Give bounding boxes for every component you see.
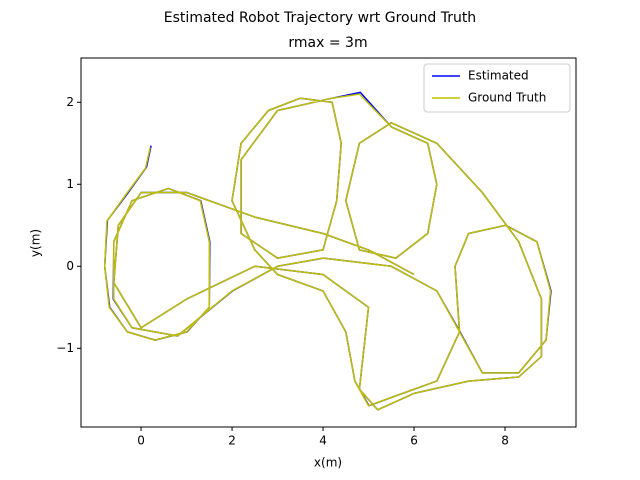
legend-box [423,63,571,113]
chart-title: Estimated Robot Trajectory wrt Ground Tr… [164,10,476,26]
legend-label: Ground Truth [468,91,546,105]
chart-subtitle: rmax = 3m [288,35,367,51]
trajectory-line [103,93,552,411]
y-tick-label: 1 [66,177,74,191]
y-tick-label: 0 [66,259,74,273]
plot-frame [80,57,577,428]
x-tick-label: 2 [228,434,236,448]
x-tick-label: 0 [137,434,145,448]
y-tick-label: 2 [66,95,74,109]
y-tick-label: −1 [56,341,74,355]
x-axis-label: x(m) [314,456,342,470]
trajectory-line [103,91,552,411]
y-axis-label: y(m) [29,229,43,257]
x-tick-label: 8 [501,434,509,448]
x-tick-label: 4 [319,434,327,448]
x-tick-label: 6 [410,434,418,448]
legend-label: Estimated [468,69,529,83]
